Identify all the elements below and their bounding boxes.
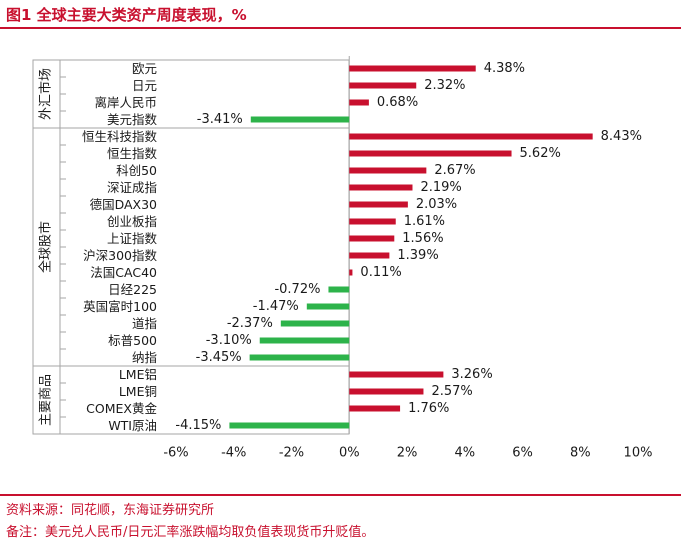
value-label: 2.03% bbox=[416, 197, 457, 212]
data-bar bbox=[349, 150, 512, 157]
category-box bbox=[32, 59, 350, 435]
category-label: 标普500 bbox=[108, 333, 157, 348]
value-label: 5.62% bbox=[520, 146, 561, 161]
data-bar bbox=[349, 218, 396, 225]
category-label: 道指 bbox=[132, 316, 157, 331]
data-bar bbox=[349, 133, 593, 140]
group-label: 全球股市 bbox=[38, 221, 54, 273]
category-label: 恒生科技指数 bbox=[82, 129, 158, 144]
x-tick-label: 6% bbox=[512, 446, 533, 461]
category-label: 沪深300指数 bbox=[83, 248, 157, 263]
x-tick-label: -6% bbox=[163, 446, 188, 461]
value-label: 0.11% bbox=[360, 265, 401, 280]
x-tick-label: 8% bbox=[570, 446, 591, 461]
x-tick-label: 2% bbox=[397, 446, 418, 461]
value-label: 2.19% bbox=[420, 180, 461, 195]
value-label: -1.47% bbox=[253, 299, 299, 314]
title-rule bbox=[0, 27, 681, 29]
value-label: -3.45% bbox=[196, 350, 242, 365]
category-label: 上证指数 bbox=[107, 231, 158, 246]
value-label: 1.76% bbox=[408, 401, 449, 416]
footer-rule bbox=[0, 494, 681, 496]
data-bar bbox=[229, 422, 350, 429]
value-label: -3.10% bbox=[206, 333, 252, 348]
value-label: 8.43% bbox=[601, 129, 642, 144]
x-tick-label: 10% bbox=[624, 446, 653, 461]
category-label: 法国CAC40 bbox=[90, 265, 157, 280]
category-label: 日元 bbox=[132, 78, 157, 93]
data-bar bbox=[349, 235, 395, 242]
value-label: 2.32% bbox=[424, 78, 465, 93]
data-bar bbox=[349, 82, 417, 89]
value-label: 1.39% bbox=[397, 248, 438, 263]
data-bar bbox=[349, 99, 369, 106]
group-label: 外汇市场 bbox=[38, 68, 54, 120]
value-label: 1.61% bbox=[404, 214, 445, 229]
category-label: 创业板指 bbox=[107, 214, 157, 229]
value-label: 2.67% bbox=[434, 163, 475, 178]
remark-note: 备注：美元兑人民币/日元汇率涨跌幅均取负值表现货币升贬值。 bbox=[6, 525, 375, 540]
data-bar bbox=[328, 286, 350, 293]
category-label: 日经225 bbox=[108, 282, 157, 297]
category-label: 美元指数 bbox=[107, 112, 158, 127]
value-label: 3.26% bbox=[451, 367, 492, 382]
value-label: 4.38% bbox=[484, 61, 525, 76]
category-label: 欧元 bbox=[132, 61, 157, 76]
value-label: 0.68% bbox=[377, 95, 418, 110]
data-bar bbox=[250, 116, 350, 123]
category-label: 德国DAX30 bbox=[90, 197, 157, 212]
data-bar bbox=[349, 269, 353, 276]
category-label: 纳指 bbox=[132, 350, 157, 365]
data-bar bbox=[349, 65, 476, 72]
data-bar bbox=[306, 303, 350, 310]
data-bar bbox=[349, 167, 427, 174]
data-bar bbox=[349, 184, 413, 191]
category-label: 英国富时100 bbox=[83, 299, 157, 314]
value-label: -3.41% bbox=[197, 112, 243, 127]
category-label: 深证成指 bbox=[107, 180, 157, 195]
data-bar bbox=[249, 354, 350, 361]
value-label: -0.72% bbox=[274, 282, 320, 297]
category-label: 离岸人民币 bbox=[94, 95, 157, 110]
data-bar bbox=[349, 405, 401, 412]
category-label: 科创50 bbox=[116, 163, 157, 178]
value-label: -2.37% bbox=[227, 316, 273, 331]
group-label: 主要商品 bbox=[39, 374, 54, 426]
value-label: 1.56% bbox=[402, 231, 443, 246]
x-tick-label: 4% bbox=[454, 446, 475, 461]
category-label: WTI原油 bbox=[108, 418, 157, 433]
category-label: LME铝 bbox=[119, 367, 157, 382]
category-label: COMEX黄金 bbox=[86, 401, 157, 416]
x-tick-label: -2% bbox=[279, 446, 304, 461]
data-bar bbox=[349, 201, 408, 208]
data-bar bbox=[280, 320, 350, 327]
data-bar bbox=[349, 252, 390, 259]
data-bar bbox=[349, 371, 444, 378]
value-label: 2.57% bbox=[431, 384, 472, 399]
figure-title: 图1 全球主要大类资产周度表现，% bbox=[6, 6, 247, 24]
x-tick-label: 0% bbox=[339, 446, 360, 461]
value-label: -4.15% bbox=[175, 418, 221, 433]
category-label: 恒生指数 bbox=[107, 146, 158, 161]
x-tick-label: -4% bbox=[221, 446, 246, 461]
source-note: 资料来源：同花顺，东海证券研究所 bbox=[6, 503, 215, 518]
data-bar bbox=[259, 337, 350, 344]
category-label: LME铜 bbox=[119, 384, 157, 399]
data-bar bbox=[349, 388, 424, 395]
